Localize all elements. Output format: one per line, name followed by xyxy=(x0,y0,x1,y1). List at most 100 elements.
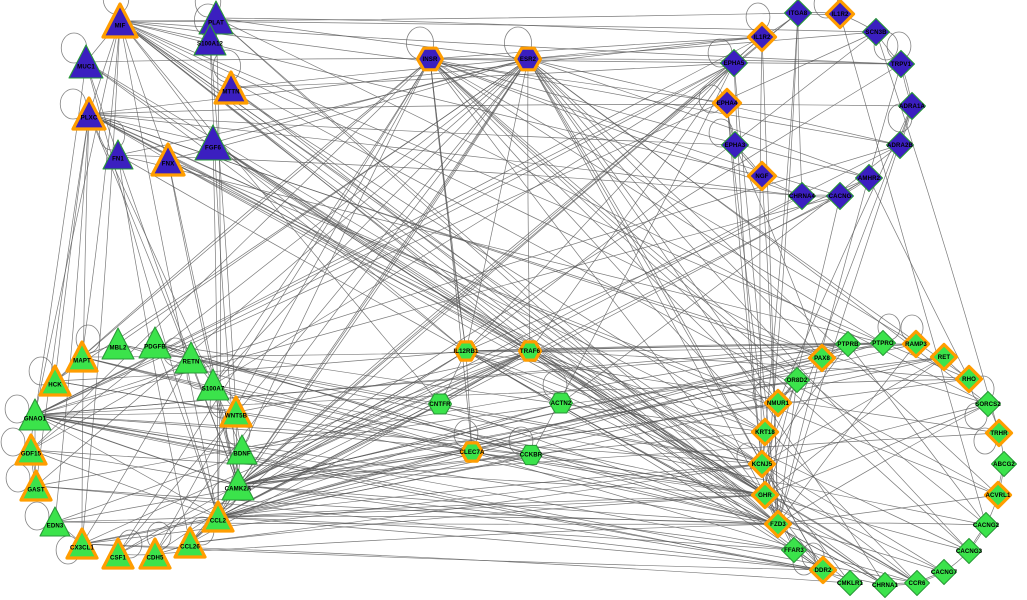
graph-edge xyxy=(868,177,970,380)
graph-edge xyxy=(167,159,239,486)
graph-edge xyxy=(54,113,90,523)
graph-edge xyxy=(777,522,987,526)
graph-node-ccr6[interactable]: CCR6 xyxy=(900,566,935,600)
graph-node-ngf[interactable]: NGF xyxy=(744,158,781,195)
self-loop-edge xyxy=(4,394,30,424)
graph-node-adra1a[interactable]: ADRA1A xyxy=(894,88,931,125)
graph-node-plxc[interactable]: PLXC xyxy=(67,92,111,136)
graph-node-adra2b[interactable]: ADRA2B xyxy=(882,127,919,164)
graph-edge xyxy=(34,414,763,465)
graph-edge xyxy=(217,58,529,518)
graph-edge xyxy=(167,159,779,404)
graph-edge xyxy=(88,113,214,144)
graph-node-krt18[interactable]: KRT18 xyxy=(748,415,783,450)
graph-edge xyxy=(189,494,766,544)
graph-node-il12rb1[interactable]: IL12RB1 xyxy=(451,336,482,367)
graph-node-wnt5b[interactable]: WNT5B xyxy=(215,391,257,433)
graph-edge xyxy=(527,58,766,496)
graph-edge xyxy=(764,195,841,496)
graph-edge xyxy=(429,58,918,584)
graph-edge xyxy=(35,58,529,487)
graph-node-itga8[interactable]: ITGA8 xyxy=(780,0,817,32)
graph-edge xyxy=(119,20,823,359)
graph-node-fn1[interactable]: FN1 xyxy=(97,134,139,176)
graph-edge xyxy=(34,62,735,416)
graph-edge xyxy=(241,356,945,451)
graph-node-il1r2[interactable]: IL1R2 xyxy=(822,0,859,33)
graph-edge xyxy=(429,58,779,404)
graph-edge xyxy=(217,402,779,518)
graph-edge xyxy=(734,144,823,359)
graph-edge xyxy=(465,350,824,571)
graph-edge xyxy=(119,20,766,433)
graph-edge xyxy=(465,350,945,573)
graph-edge xyxy=(217,515,779,525)
graph-edge xyxy=(154,342,532,456)
graph-node-actn2[interactable]: ACTN2 xyxy=(545,387,578,420)
graph-node-chrna4[interactable]: CHRNA4 xyxy=(784,178,821,215)
graph-node-esr2[interactable]: ESR2 xyxy=(511,42,546,77)
graph-edge xyxy=(761,463,851,584)
graph-edge xyxy=(217,342,884,518)
graph-edge xyxy=(527,58,763,465)
graph-edge xyxy=(529,350,886,586)
graph-node-epha5[interactable]: EPHA5 xyxy=(716,45,753,82)
graph-node-fgf6[interactable]: FGF6 xyxy=(189,119,237,167)
graph-node-trhr[interactable]: TRHR xyxy=(982,416,1017,451)
graph-edge xyxy=(465,350,473,453)
graph-edge xyxy=(34,411,237,416)
graph-edge xyxy=(54,494,766,523)
graph-edge xyxy=(30,58,431,451)
graph-edge xyxy=(81,20,121,358)
graph-node-traf6[interactable]: TRAF6 xyxy=(515,336,546,367)
graph-node-insr[interactable]: INSR xyxy=(413,42,448,77)
graph-node-muc1[interactable]: MUC1 xyxy=(63,39,109,85)
graph-node-cmklr1[interactable]: CMKLR1 xyxy=(833,566,868,600)
graph-edge xyxy=(777,523,945,573)
graph-edge xyxy=(237,58,529,486)
graph-edge xyxy=(777,379,798,525)
graph-edge xyxy=(117,154,884,344)
graph-node-cckbr[interactable]: CCKBR xyxy=(515,439,547,471)
graph-node-cntfr[interactable]: CNTFR xyxy=(424,388,457,421)
graph-edge xyxy=(764,494,886,586)
graph-node-kcnj5[interactable]: KCNJ5 xyxy=(745,447,780,482)
graph-node-csf1[interactable]: CSF1 xyxy=(97,533,139,575)
graph-edge xyxy=(777,494,999,525)
graph-node-ptpro[interactable]: PTPRO xyxy=(866,326,901,361)
graph-node-abcg2[interactable]: ABCG2 xyxy=(987,447,1022,482)
graph-edge xyxy=(117,58,529,156)
graph-node-cacng[interactable]: CACNG xyxy=(822,178,859,215)
graph-edge xyxy=(429,58,970,552)
graph-edge xyxy=(527,31,877,60)
graph-node-epha4[interactable]: EPHA4 xyxy=(709,85,746,122)
graph-edge xyxy=(85,61,763,465)
graph-node-mif[interactable]: MIF xyxy=(97,0,143,44)
graph-node-cdh5[interactable]: CDH5 xyxy=(134,533,176,575)
graph-edge xyxy=(88,113,918,584)
graph-node-trpv1[interactable]: TRPV1 xyxy=(883,46,920,83)
graph-node-chrna1[interactable]: CHRNA1 xyxy=(868,568,903,600)
graph-edge xyxy=(847,343,987,526)
graph-edge xyxy=(81,357,192,545)
graph-edge xyxy=(189,463,763,544)
graph-edge xyxy=(777,343,917,525)
graph-node-fnx[interactable]: FNX xyxy=(146,138,190,182)
graph-edge xyxy=(190,357,763,465)
graph-edge xyxy=(429,58,901,146)
graph-edge xyxy=(217,516,824,571)
graph-edge xyxy=(117,154,467,352)
graph-edge xyxy=(527,58,970,380)
graph-node-s100a12[interactable]: S100A12 xyxy=(188,18,232,62)
graph-edge xyxy=(527,58,999,496)
graph-edge xyxy=(527,58,970,552)
graph-node-clec7a[interactable]: CLEC7A xyxy=(457,437,488,468)
graph-edge xyxy=(215,17,766,496)
graph-edge xyxy=(81,454,532,545)
graph-node-mttn[interactable]: MTTN xyxy=(209,66,253,110)
graph-edge xyxy=(465,350,1000,434)
graph-edge xyxy=(154,342,219,518)
graph-edge xyxy=(215,17,221,518)
